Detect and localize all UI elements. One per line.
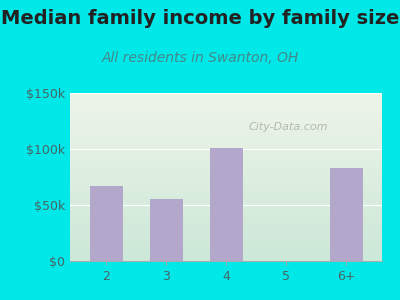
- Bar: [210, 148, 242, 261]
- Text: Median family income by family size: Median family income by family size: [1, 9, 399, 28]
- Text: City-Data.com: City-Data.com: [249, 122, 328, 132]
- Bar: [150, 200, 182, 261]
- Text: All residents in Swanton, OH: All residents in Swanton, OH: [101, 51, 299, 65]
- Bar: [330, 168, 362, 261]
- Bar: [90, 186, 122, 261]
